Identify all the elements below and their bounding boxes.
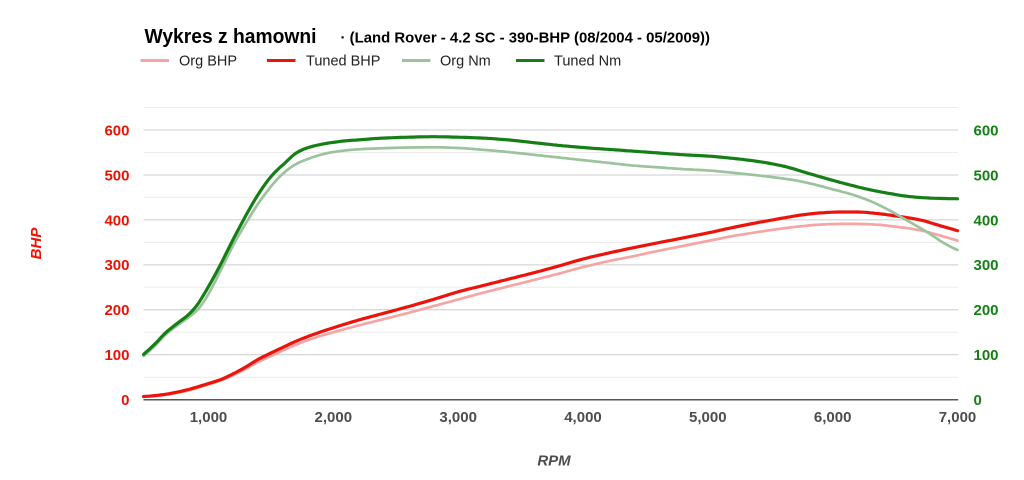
svg-text:6,000: 6,000 — [814, 409, 852, 426]
svg-text:100: 100 — [104, 347, 129, 364]
svg-text:· (Land Rover - 4.2 SC - 390-B: · (Land Rover - 4.2 SC - 390-BHP (08/200… — [341, 30, 711, 47]
svg-text:300: 300 — [974, 257, 999, 274]
svg-text:7,000: 7,000 — [939, 409, 977, 426]
svg-text:Tuned BHP: Tuned BHP — [306, 54, 380, 70]
svg-text:3,000: 3,000 — [439, 409, 477, 426]
svg-text:500: 500 — [974, 167, 999, 184]
svg-text:600: 600 — [974, 122, 999, 139]
svg-text:200: 200 — [104, 302, 129, 319]
svg-text:400: 400 — [104, 212, 129, 229]
svg-text:1,000: 1,000 — [190, 409, 228, 426]
svg-text:Wykres z hamowni: Wykres z hamowni — [145, 25, 317, 48]
svg-text:5,000: 5,000 — [689, 409, 727, 426]
svg-text:4,000: 4,000 — [564, 409, 602, 426]
svg-text:Org Nm: Org Nm — [440, 54, 491, 70]
svg-text:Tuned Nm: Tuned Nm — [554, 54, 621, 70]
svg-text:200: 200 — [974, 302, 999, 319]
svg-text:Org BHP: Org BHP — [179, 54, 237, 70]
svg-text:100: 100 — [974, 347, 999, 364]
svg-text:2,000: 2,000 — [315, 409, 353, 426]
svg-text:600: 600 — [104, 122, 129, 139]
svg-text:0: 0 — [974, 392, 982, 409]
svg-text:500: 500 — [104, 167, 129, 184]
svg-text:400: 400 — [974, 212, 999, 229]
svg-text:BHP: BHP — [28, 227, 45, 260]
svg-text:300: 300 — [104, 257, 129, 274]
svg-text:RPM: RPM — [537, 453, 571, 470]
svg-text:0: 0 — [121, 392, 129, 409]
